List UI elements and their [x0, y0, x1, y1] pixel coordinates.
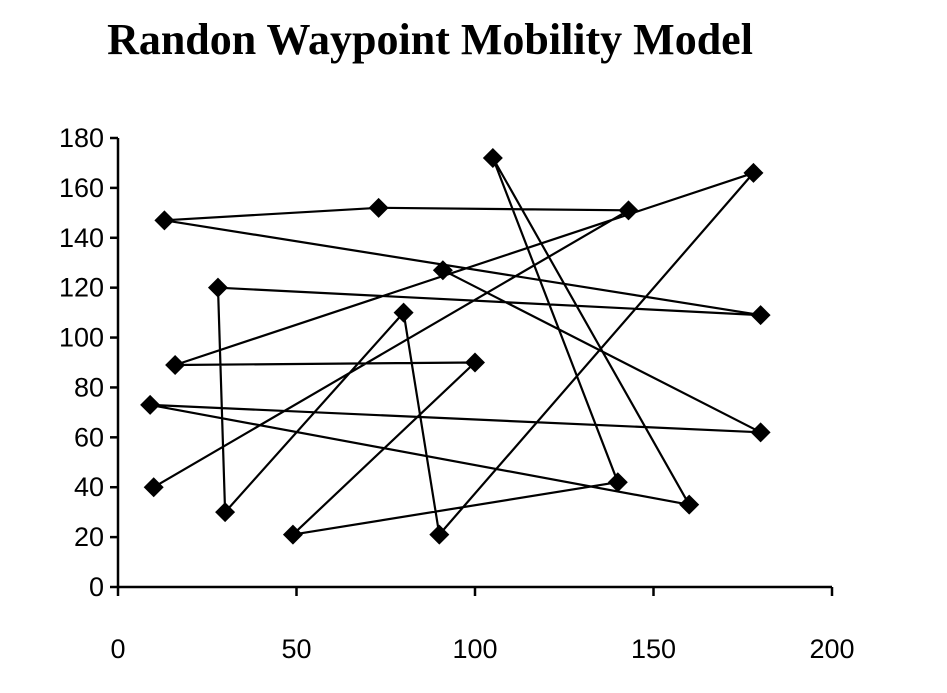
chart-title: Randon Waypoint Mobility Model — [107, 15, 753, 64]
waypoint-marker — [140, 394, 161, 415]
x-tick-label: 100 — [452, 634, 497, 664]
waypoint-marker — [750, 305, 771, 326]
waypoint-marker — [207, 277, 228, 298]
waypoint-marker — [482, 147, 503, 168]
y-tick-label: 160 — [59, 173, 104, 203]
waypoint-marker — [393, 302, 414, 323]
waypoint-marker — [282, 524, 303, 545]
y-tick-label: 40 — [74, 472, 104, 502]
waypoint-marker — [465, 352, 485, 373]
y-tick-label: 180 — [59, 123, 104, 153]
y-tick-label: 60 — [74, 422, 104, 452]
waypoint-marker — [215, 502, 236, 523]
waypoint-marker — [368, 197, 389, 218]
y-tick-label: 80 — [74, 372, 104, 402]
waypoint-marker — [618, 200, 639, 221]
waypoint-marker — [679, 494, 700, 515]
x-tick-label: 50 — [281, 634, 311, 664]
y-tick-label: 120 — [59, 273, 104, 303]
x-tick-label: 0 — [110, 634, 125, 664]
y-tick-label: 140 — [59, 223, 104, 253]
waypoint-marker — [432, 260, 453, 281]
y-tick-label: 100 — [59, 323, 104, 353]
x-tick-label: 150 — [631, 634, 676, 664]
waypoint-marker — [750, 422, 771, 443]
series-line — [149, 156, 762, 536]
waypoint-marker — [429, 524, 450, 545]
axes: 0 20 40 60 80 100 120 140 160 180 0 50 100 150 200 — [59, 123, 855, 664]
trajectory — [149, 156, 762, 536]
x-tick-label: 200 — [809, 634, 854, 664]
waypoints — [140, 147, 771, 545]
waypoint-marker — [165, 354, 186, 375]
waypoint-marker — [607, 472, 628, 493]
y-tick-label: 0 — [89, 572, 104, 602]
waypoint-marker — [143, 477, 164, 498]
waypoint-marker — [154, 210, 175, 231]
waypoint-marker — [743, 162, 764, 183]
y-tick-label: 20 — [74, 522, 104, 552]
